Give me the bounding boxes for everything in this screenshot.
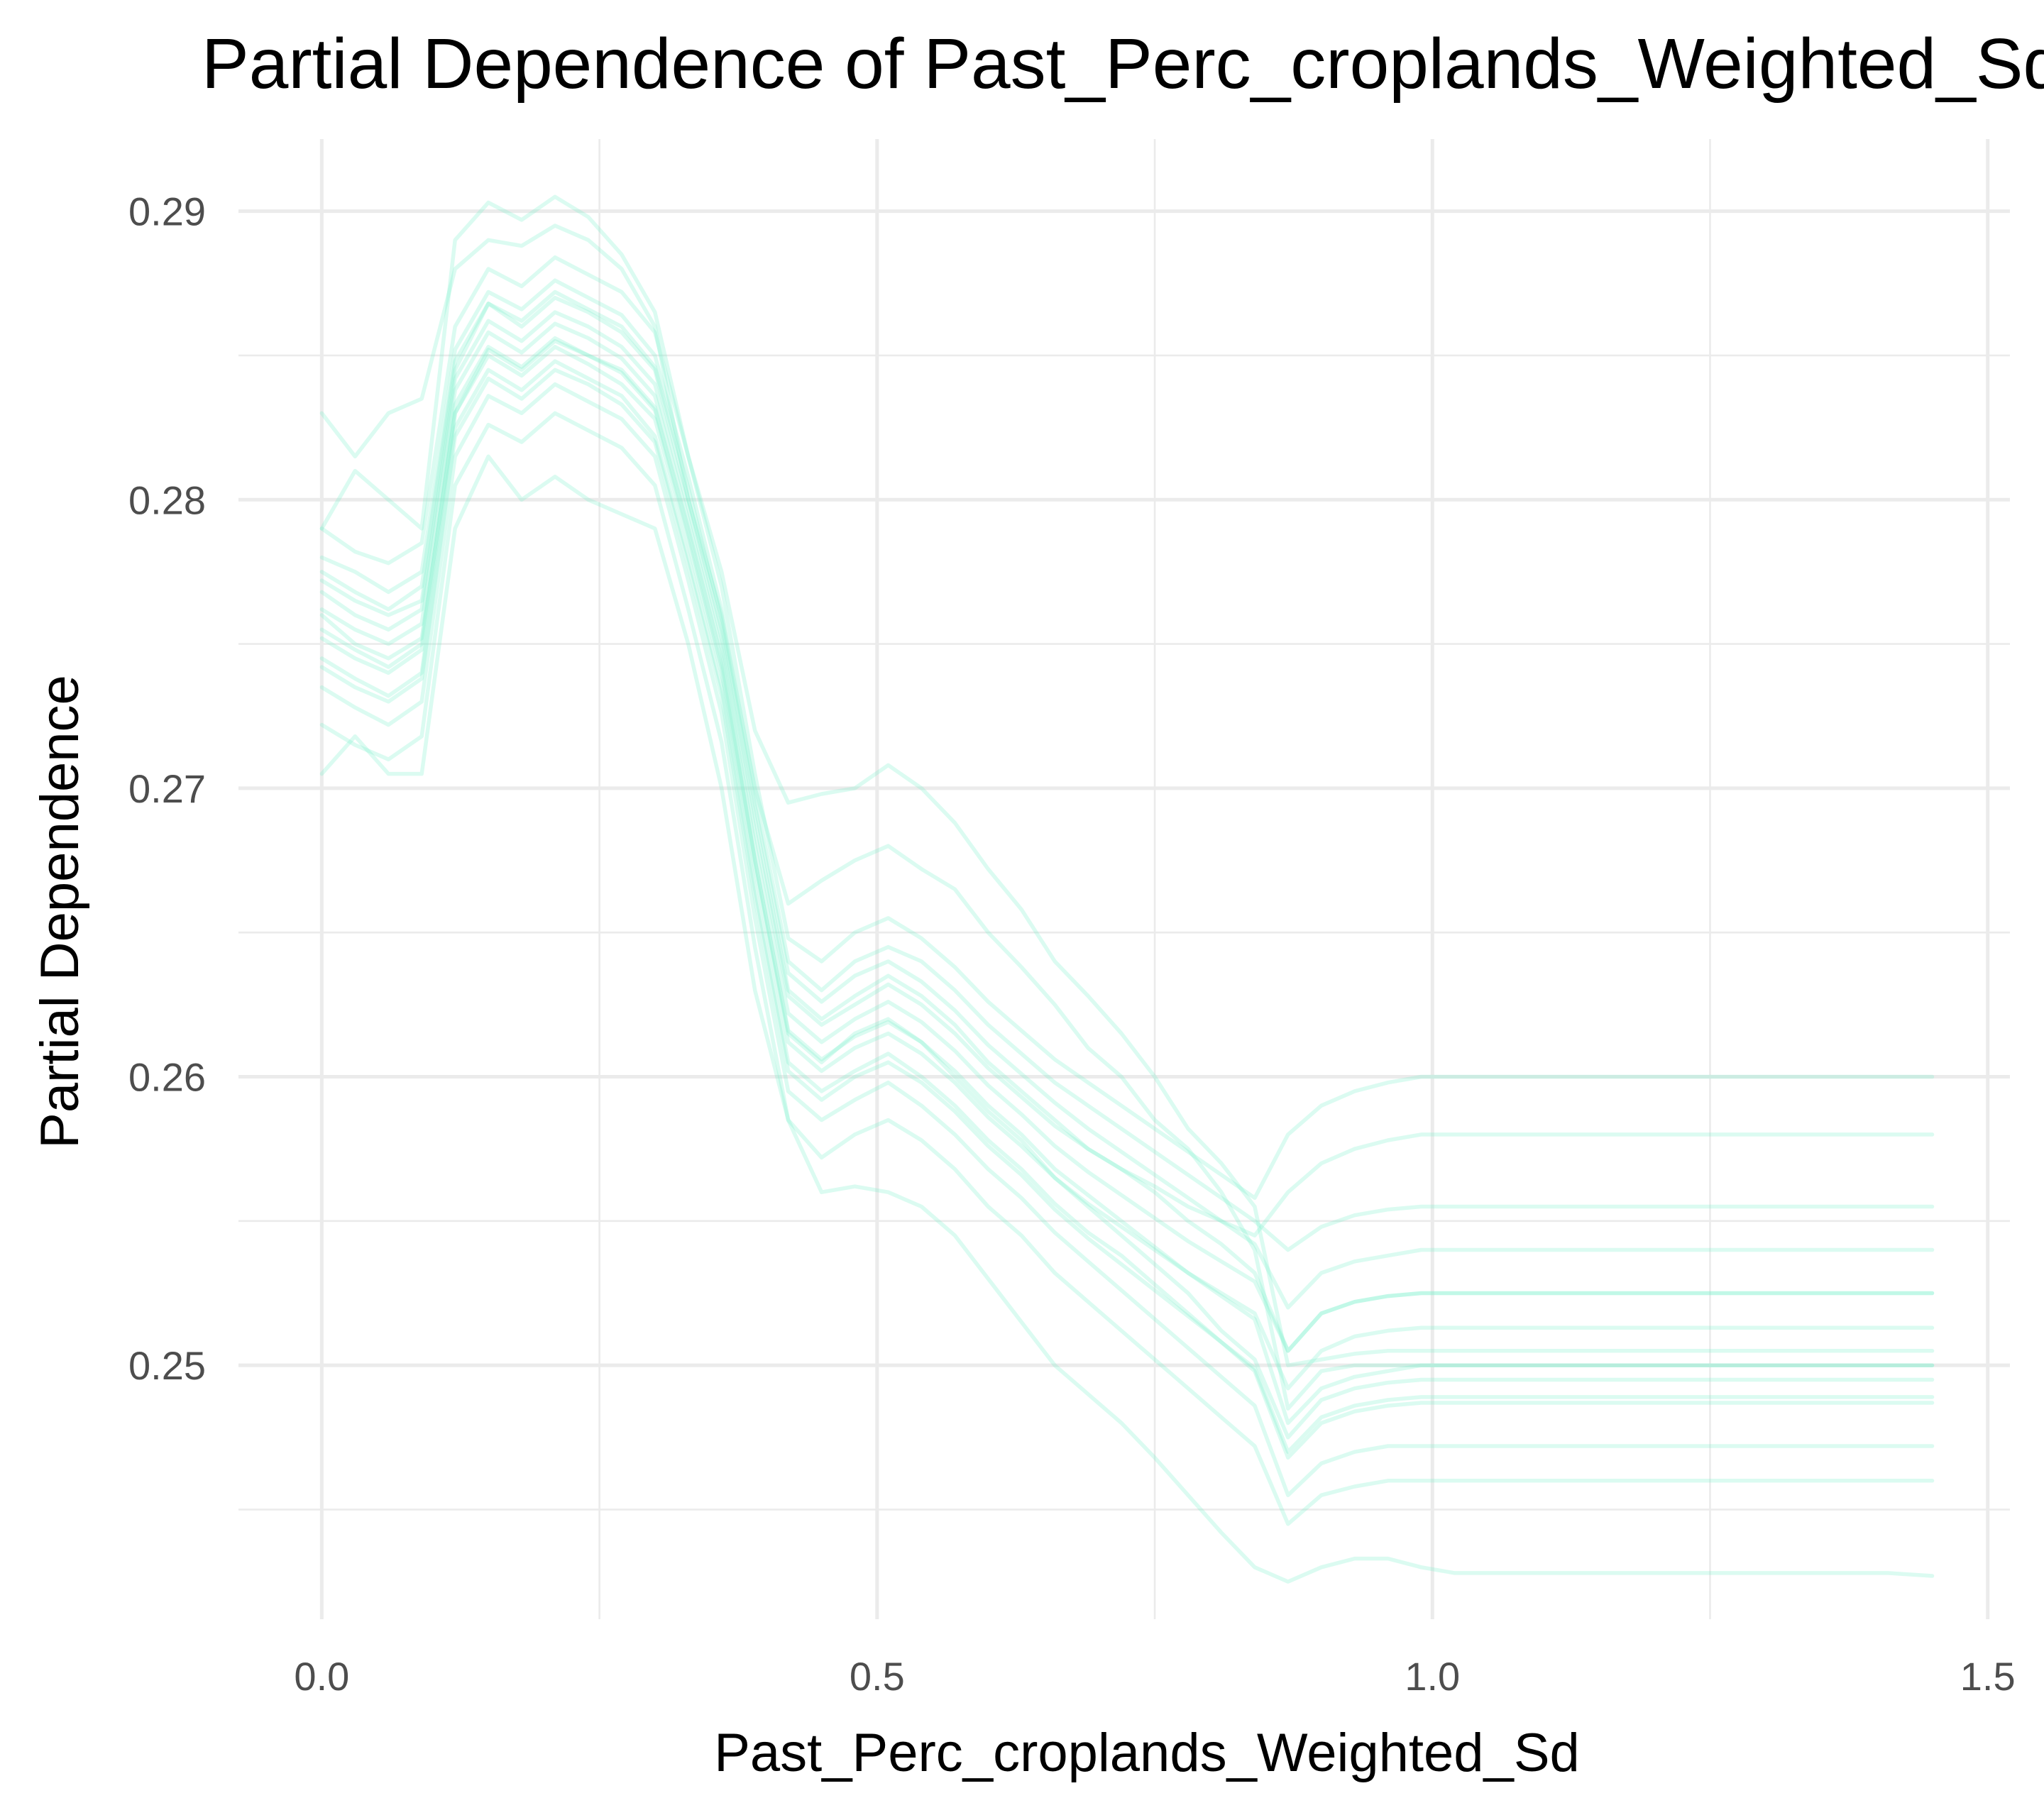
- y-tick-label: 0.25: [128, 1343, 206, 1388]
- minor-gridlines: [238, 139, 2010, 1619]
- ice-curve-line: [319, 321, 1935, 1353]
- ice-curves: [319, 194, 1935, 1584]
- ice-curve-line: [319, 454, 1935, 1584]
- ice-curve-line: [319, 345, 1935, 1391]
- ice-curve-line: [319, 194, 1935, 1367]
- ice-curve-line: [319, 411, 1935, 1526]
- y-tick-label: 0.26: [128, 1055, 206, 1100]
- ice-curve-line: [319, 278, 1935, 1252]
- x-tick-label: 1.0: [1405, 1654, 1460, 1699]
- ice-curve-line: [319, 295, 1935, 1353]
- ice-curve-line: [319, 359, 1935, 1460]
- ice-curve-line: [319, 310, 1935, 1237]
- ice-curve-line: [319, 368, 1935, 1454]
- ice-curve-line: [319, 338, 1935, 1440]
- ice-curve-line: [319, 382, 1935, 1497]
- chart-title: Partial Dependence of Past_Perc_cropland…: [202, 24, 2044, 104]
- x-tick-label: 0.0: [294, 1654, 349, 1699]
- x-tick-labels: 0.0 0.5 1.0 1.5: [294, 1654, 2015, 1699]
- y-tick-label: 0.28: [128, 478, 206, 522]
- x-tick-label: 1.5: [1960, 1654, 2016, 1699]
- x-axis-title: Past_Perc_croplands_Weighted_Sd: [714, 1723, 1580, 1783]
- x-tick-label: 0.5: [850, 1654, 905, 1699]
- y-tick-label: 0.29: [128, 189, 206, 234]
- y-axis-title: Partial Dependence: [30, 675, 90, 1149]
- major-gridlines: [238, 139, 2010, 1619]
- ice-curve-line: [319, 336, 1935, 1425]
- y-tick-label: 0.27: [128, 766, 206, 811]
- y-tick-labels: 0.25 0.26 0.27 0.28 0.29: [128, 189, 206, 1389]
- ice-curve-line: [319, 289, 1935, 1310]
- ice-curve-line: [319, 255, 1935, 1201]
- ice-curve-line: [319, 224, 1935, 1411]
